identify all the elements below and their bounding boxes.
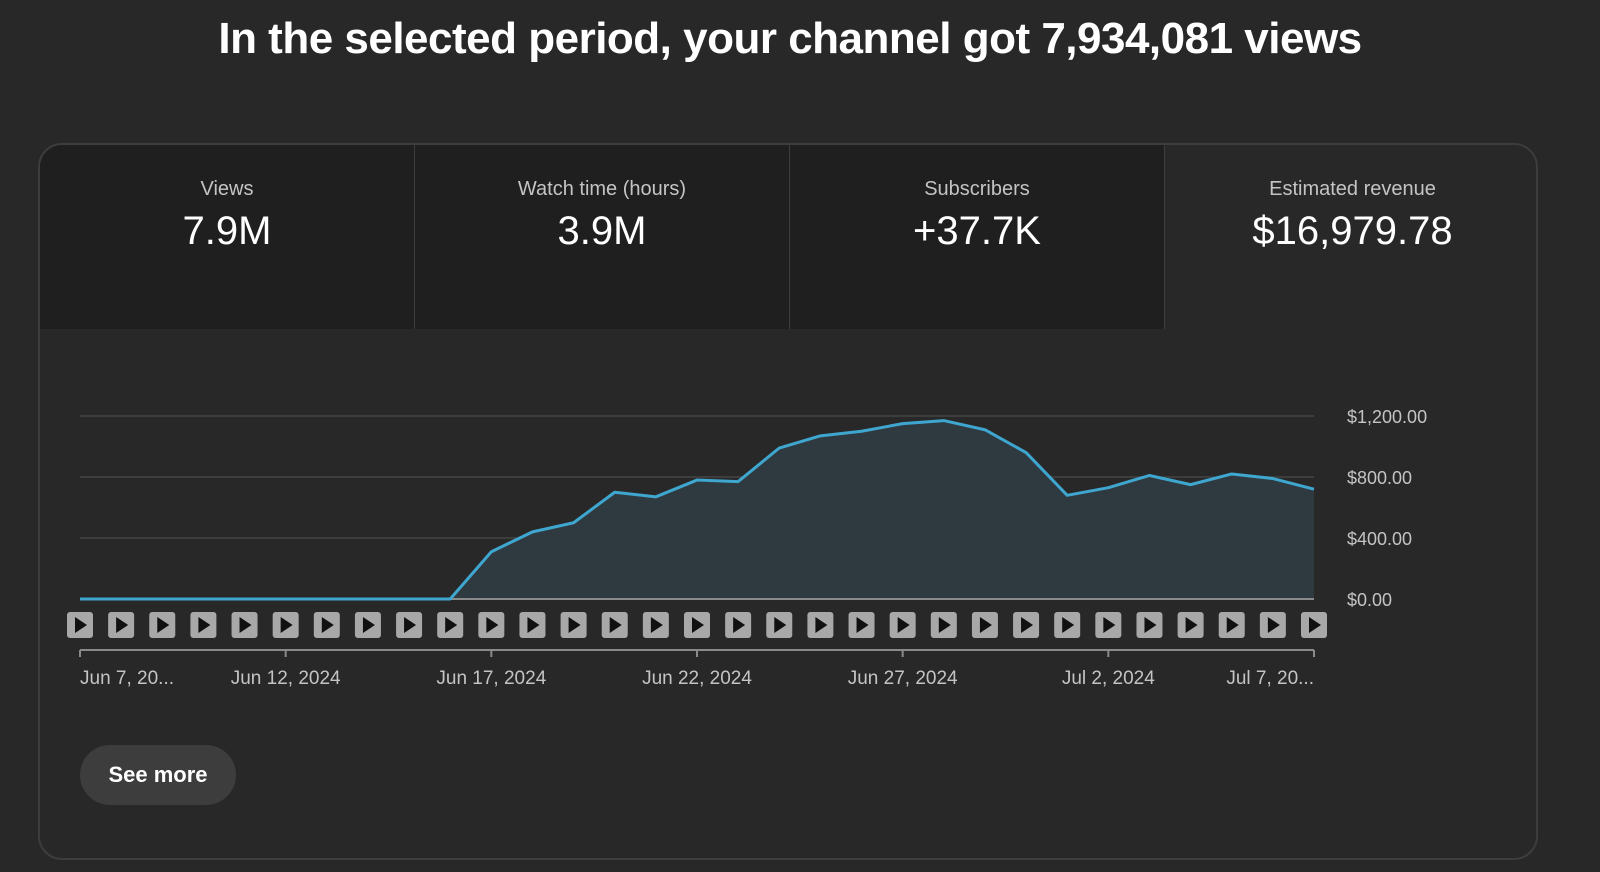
x-tick-label: Jun 12, 2024: [231, 668, 341, 689]
y-tick-label: $0.00: [1347, 590, 1392, 610]
video-play-icon[interactable]: [149, 612, 176, 638]
video-play-icon[interactable]: [108, 612, 135, 638]
video-play-icon[interactable]: [725, 612, 752, 638]
analytics-card: Views 7.9M Watch time (hours) 3.9M Subsc…: [38, 143, 1538, 860]
tab-estimated-revenue-label: Estimated revenue: [1269, 178, 1436, 200]
tab-views[interactable]: Views 7.9M: [40, 145, 415, 329]
see-more-button[interactable]: See more: [80, 745, 236, 805]
y-tick-label: $400.00: [1347, 529, 1412, 549]
x-tick-label: Jun 17, 2024: [436, 668, 546, 689]
video-play-icon[interactable]: [272, 612, 299, 638]
tab-estimated-revenue-value: $16,979.78: [1252, 209, 1453, 253]
video-play-icon[interactable]: [930, 612, 957, 638]
x-tick-label: Jun 7, 20...: [80, 668, 174, 689]
video-play-icon[interactable]: [437, 612, 464, 638]
video-play-icon[interactable]: [354, 612, 381, 638]
tab-subscribers-label: Subscribers: [924, 178, 1030, 200]
video-play-icon[interactable]: [1136, 612, 1163, 638]
video-play-icon[interactable]: [231, 612, 258, 638]
tab-subscribers-value: +37.7K: [913, 209, 1041, 253]
x-tick-label: Jun 27, 2024: [848, 668, 958, 689]
video-play-icon[interactable]: [1054, 612, 1081, 638]
tab-watch-time-value: 3.9M: [557, 209, 647, 253]
area-fill: [80, 420, 1314, 599]
x-tick-label: Jul 2, 2024: [1062, 668, 1155, 689]
video-play-icon[interactable]: [601, 612, 628, 638]
video-play-icon[interactable]: [396, 612, 423, 638]
video-play-icon[interactable]: [889, 612, 916, 638]
video-play-icon[interactable]: [642, 612, 669, 638]
video-play-icon[interactable]: [848, 612, 875, 638]
video-play-icon[interactable]: [67, 612, 93, 638]
video-play-icon[interactable]: [1259, 612, 1286, 638]
video-play-icon[interactable]: [1095, 612, 1122, 638]
metric-tabs: Views 7.9M Watch time (hours) 3.9M Subsc…: [40, 145, 1536, 329]
video-play-icon[interactable]: [1013, 612, 1040, 638]
tab-watch-time-label: Watch time (hours): [517, 178, 687, 200]
video-play-icon[interactable]: [519, 612, 546, 638]
revenue-chart: $0.00 $400.00 $800.00 $1,200.00 Jun 7, 20...…: [67, 407, 1427, 689]
video-play-icon[interactable]: [1301, 612, 1327, 638]
revenue-line: [80, 419, 1315, 601]
tab-watch-time[interactable]: Watch time (hours) 3.9M: [415, 145, 790, 329]
tab-views-value: 7.9M: [182, 209, 272, 253]
video-play-icon[interactable]: [766, 612, 793, 638]
video-play-icon[interactable]: [560, 612, 587, 638]
video-play-icon[interactable]: [971, 612, 998, 638]
tab-subscribers[interactable]: Subscribers +37.7K: [790, 145, 1165, 329]
tab-estimated-revenue[interactable]: Estimated revenue $16,979.78: [1165, 145, 1536, 329]
video-play-icon[interactable]: [684, 612, 710, 638]
x-tick-label: Jul 7, 20...: [1226, 668, 1314, 689]
video-play-icon[interactable]: [313, 612, 340, 638]
video-play-icon[interactable]: [807, 612, 834, 638]
video-play-icon[interactable]: [190, 612, 217, 638]
y-tick-label: $1,200.00: [1347, 407, 1427, 427]
page-headline: In the selected period, your channel got…: [218, 14, 1362, 63]
video-play-icon[interactable]: [1177, 612, 1204, 638]
x-tick-label: Jun 22, 2024: [642, 668, 752, 689]
video-play-icon[interactable]: [1218, 612, 1245, 638]
tab-views-label: Views: [200, 178, 254, 200]
y-tick-label: $800.00: [1347, 468, 1412, 488]
video-play-icon[interactable]: [478, 612, 505, 638]
